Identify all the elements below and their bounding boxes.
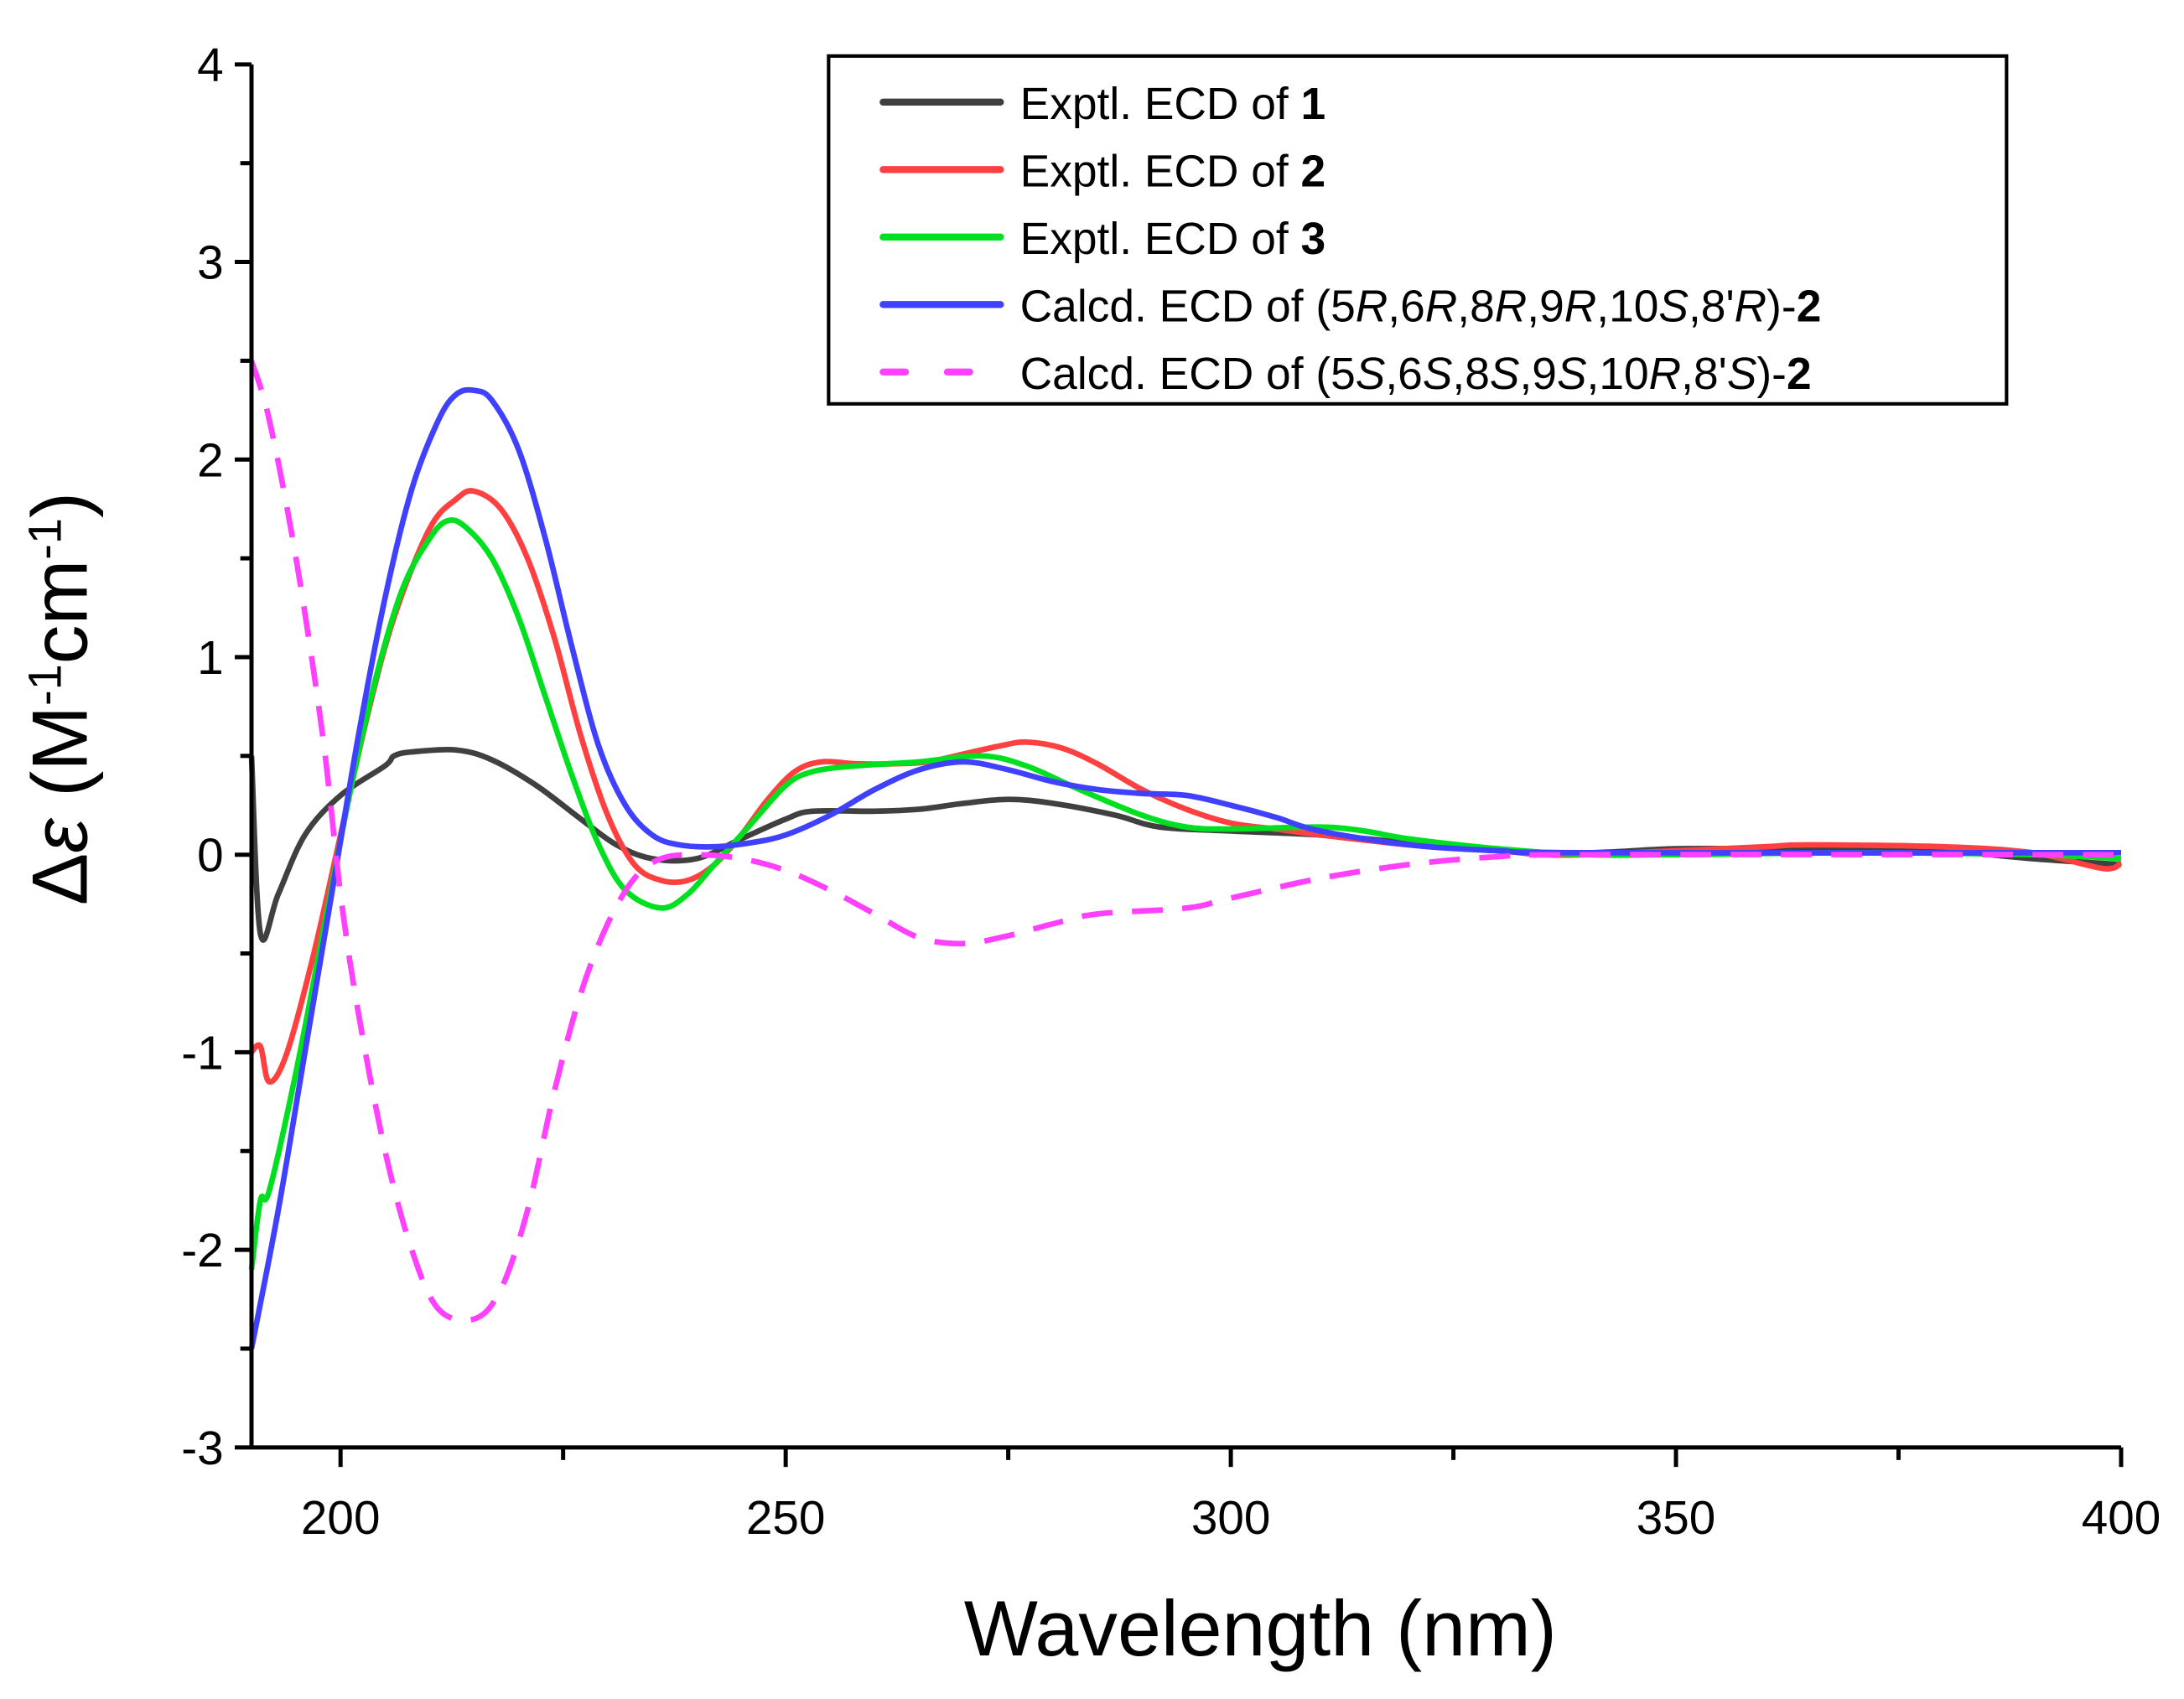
y-tick-label: 4 (197, 39, 224, 92)
legend-label-segment: R (1356, 282, 1388, 331)
legend-label-segment: S (1490, 350, 1520, 399)
legend-label-segment: R (1649, 350, 1682, 399)
legend-entry-5: Calcd. ECD of (5S,6S,8S,9S,10R,8'S)-2 (1020, 350, 1812, 399)
legend-label-segment: S (1658, 282, 1689, 331)
legend-label-segment: ,6 (1388, 282, 1424, 331)
legend-label-segment: Calcd. ECD of (5 (1020, 350, 1356, 399)
axes: 200 250 300 350 400 -3 -2 -1 0 1 2 3 4 (181, 39, 2161, 1545)
legend-label-segment: )- (1756, 350, 1787, 399)
y-tick-label: 3 (197, 237, 224, 290)
x-tick-label: 300 (1191, 1492, 1271, 1545)
series-line-4 (248, 386, 2122, 1349)
legend-label-segment: 2 (1301, 147, 1326, 196)
x-axis-label: Wavelength (nm) (964, 1585, 1557, 1672)
y-axis-label: Δε (M-1cm-1) (16, 492, 103, 905)
legend-label-segment: Exptl. ECD of (1020, 215, 1301, 264)
legend-label-segment: S (1727, 350, 1757, 399)
legend-label-segment: 2 (1797, 282, 1822, 331)
y-tick-label: -1 (181, 1027, 223, 1080)
legend-label-segment: ,9 (1519, 350, 1556, 399)
legend-label-segment: ,10 (1587, 350, 1649, 399)
legend-label-segment: R (1425, 282, 1458, 331)
legend-label-segment: S (1423, 350, 1453, 399)
legend-label-segment: ,8 (1457, 282, 1494, 331)
y-tick-label: -3 (181, 1422, 223, 1475)
legend-label-segment: ,8 (1452, 350, 1489, 399)
legend-label-segment: 1 (1301, 80, 1326, 129)
legend-entry-3: Exptl. ECD of 3 (1020, 215, 1326, 264)
legend-entry-4: Calcd. ECD of (5R,6R,8R,9R,10S,8'R)-2 (1020, 282, 1822, 331)
plot-area (248, 360, 2123, 1349)
legend-label-segment: R (1564, 282, 1597, 331)
y-axis-label-segment: ε (16, 817, 103, 853)
series-line-2 (249, 488, 2123, 1085)
y-tick-label: 1 (197, 632, 224, 685)
y-axis-label-segment: (M (16, 706, 103, 819)
legend-label-segment: ,8' (1681, 350, 1727, 399)
series-line-5 (248, 360, 2122, 1323)
y-axis-label-segment: ) (16, 492, 103, 518)
legend-label-segment: Calcd. ECD of (5 (1020, 282, 1356, 331)
y-tick-label: -2 (181, 1225, 223, 1277)
legend-label-segment: ,6 (1385, 350, 1422, 399)
legend-label-segment: S (1356, 350, 1386, 399)
legend-label-segment: ,10 (1596, 282, 1658, 331)
y-axis-label-segment: -1 (18, 518, 70, 560)
legend-box (827, 54, 2009, 406)
series-line-3 (248, 517, 2122, 1271)
y-tick-label: 2 (197, 434, 224, 487)
legend-label-segment: ,9 (1527, 282, 1564, 331)
legend-entry-2: Exptl. ECD of 2 (1020, 147, 1326, 196)
legend-label-segment: R (1735, 282, 1767, 331)
y-axis-label-segment: cm (16, 560, 103, 664)
x-tick-label: 350 (1637, 1492, 1716, 1545)
x-tick-label: 200 (301, 1492, 381, 1545)
legend-label-segment: Exptl. ECD of (1020, 80, 1301, 129)
y-axis-label-segment: -1 (18, 664, 70, 706)
legend-entry-1: Exptl. ECD of 1 (1020, 80, 1326, 129)
x-tick-label: 250 (746, 1492, 826, 1545)
legend-label-segment: R (1495, 282, 1528, 331)
legend-label-segment: 2 (1787, 350, 1812, 399)
legend-label-segment: 3 (1301, 215, 1326, 264)
y-axis-label-segment: Δ (16, 853, 103, 905)
legend-label-segment: S (1557, 350, 1587, 399)
legend-label-segment: )- (1766, 282, 1797, 331)
y-tick-label: 0 (197, 830, 224, 883)
legend-label-segment: ,8' (1689, 282, 1735, 331)
x-tick-label: 400 (2082, 1492, 2161, 1545)
legend-label-segment: Exptl. ECD of (1020, 147, 1301, 196)
